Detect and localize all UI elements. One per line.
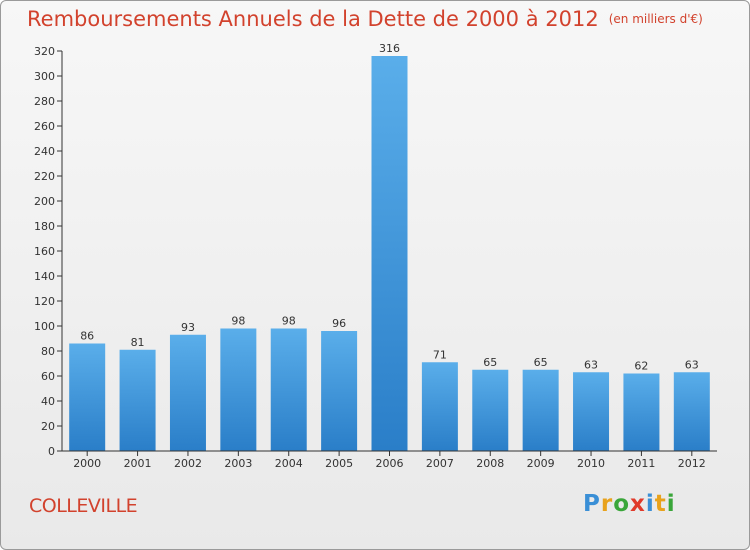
- logo-letter: i: [666, 491, 676, 517]
- y-tick-label: 0: [48, 445, 55, 458]
- bar-2008: [472, 369, 509, 451]
- commune-name: COLLEVILLE: [29, 495, 138, 517]
- logo-letter: P: [583, 491, 601, 517]
- value-label-2005: 96: [332, 317, 346, 330]
- x-tick-label-2011: 2011: [627, 457, 655, 470]
- x-tick-label-2012: 2012: [678, 457, 706, 470]
- x-tick-label-2007: 2007: [426, 457, 454, 470]
- y-tick-label: 160: [34, 245, 55, 258]
- value-label-2004: 98: [282, 315, 296, 328]
- value-label-2012: 63: [685, 358, 699, 371]
- bar-2011: [623, 373, 660, 451]
- value-label-2008: 65: [483, 356, 497, 369]
- value-label-2001: 81: [131, 336, 145, 349]
- x-tick-label-2002: 2002: [174, 457, 202, 470]
- y-tick-label: 180: [34, 220, 55, 233]
- x-tick-label-2003: 2003: [224, 457, 252, 470]
- x-tick-label-2009: 2009: [527, 457, 555, 470]
- proxiti-logo[interactable]: Proxiti: [583, 491, 676, 517]
- value-label-2000: 86: [80, 330, 94, 343]
- value-label-2006: 316: [379, 42, 400, 55]
- y-tick-label: 200: [34, 195, 55, 208]
- x-tick-label-2001: 2001: [124, 457, 152, 470]
- x-tick-label-2000: 2000: [73, 457, 101, 470]
- bars: 86 81 93 98 98 96 316 71 65 65 63 62 63: [69, 42, 710, 451]
- y-tick-label: 220: [34, 170, 55, 183]
- value-label-2011: 62: [634, 360, 648, 373]
- bar-2003: [220, 328, 257, 451]
- x-tick-label-2004: 2004: [275, 457, 303, 470]
- value-label-2010: 63: [584, 358, 598, 371]
- value-label-2002: 93: [181, 321, 195, 334]
- bar-2010: [573, 372, 610, 451]
- x-tick-label-2005: 2005: [325, 457, 353, 470]
- y-tick-label: 320: [34, 45, 55, 58]
- y-axis: 0 20 40 60 80 100 120 140 160 180 200 220 240 260 280 3…: [34, 45, 63, 458]
- y-tick-label: 120: [34, 295, 55, 308]
- y-tick-label: 100: [34, 320, 55, 333]
- y-tick-label: 20: [41, 420, 55, 433]
- y-tick-label: 40: [41, 395, 55, 408]
- x-tick-label-2010: 2010: [577, 457, 605, 470]
- logo-letter: r: [600, 491, 614, 517]
- x-tick-label-2008: 2008: [476, 457, 504, 470]
- x-axis: 2000 2001 2002 2003 2004 2005 2006 2007 2008 2009…: [62, 450, 717, 470]
- y-tick-label: 260: [34, 120, 55, 133]
- y-tick-label: 80: [41, 345, 55, 358]
- bar-2007: [421, 362, 458, 451]
- y-tick-label: 280: [34, 95, 55, 108]
- bar-2006: [371, 56, 408, 451]
- bar-2004: [270, 328, 307, 451]
- x-tick-label-2006: 2006: [376, 457, 404, 470]
- logo-letter: o: [613, 491, 631, 517]
- y-tick-label: 300: [34, 70, 55, 83]
- chart-unit: (en milliers d'€): [608, 12, 703, 26]
- y-tick-label: 140: [34, 270, 55, 283]
- value-label-2009: 65: [534, 356, 548, 369]
- y-tick-label: 60: [41, 370, 55, 383]
- chart-title: Remboursements Annuels de la Dette de 20…: [27, 7, 703, 31]
- bar-2012: [673, 372, 710, 451]
- y-tick-label: 240: [34, 145, 55, 158]
- bar-2002: [169, 334, 206, 451]
- logo-letter: i: [645, 491, 655, 517]
- bar-2000: [69, 343, 106, 451]
- bar-2005: [321, 331, 358, 451]
- value-label-2007: 71: [433, 348, 447, 361]
- bar-2001: [119, 349, 156, 451]
- value-label-2003: 98: [231, 315, 245, 328]
- bar-2009: [522, 369, 559, 451]
- chart-title-text: Remboursements Annuels de la Dette de 20…: [27, 7, 599, 31]
- logo-letter: t: [654, 491, 667, 517]
- logo-letter: x: [630, 491, 646, 517]
